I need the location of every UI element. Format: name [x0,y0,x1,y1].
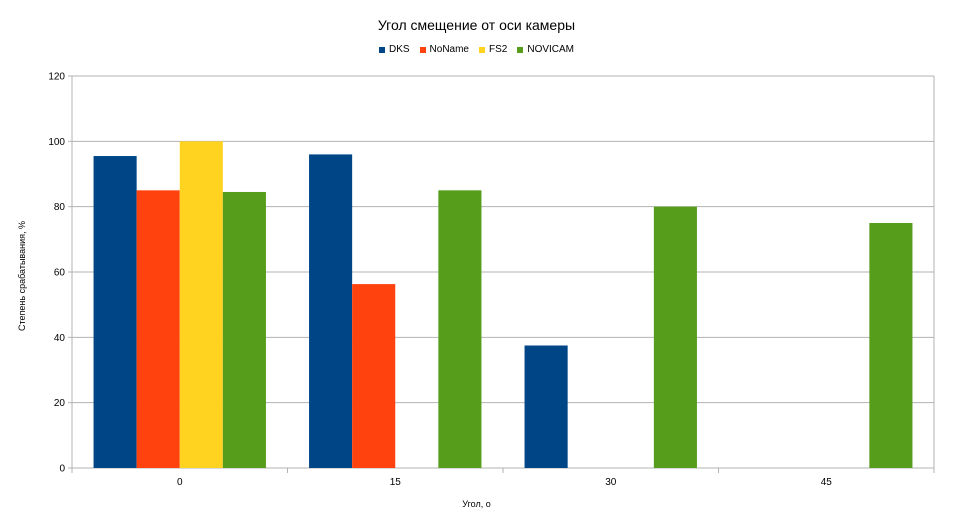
y-axis-label: Степень срабатывания, % [17,221,27,331]
bar-dks-0 [93,156,137,469]
bar-novicam-0 [222,191,266,468]
y-tick-label-40: 40 [54,333,66,344]
y-tick-label-0: 0 [59,464,65,475]
bar-noname-0 [136,190,180,469]
legend-swatch-novicam [517,46,524,53]
bar-noname-15 [352,284,396,468]
y-tick-label-100: 100 [48,137,65,148]
legend-item-noname: NoName [419,44,469,55]
x-tick-label-45: 45 [821,477,833,488]
legend-item-novicam: NOVICAM [517,44,574,55]
bar-novicam-45 [869,223,913,468]
legend-item-fs2: FS2 [479,44,507,55]
x-tick-label-15: 15 [390,477,402,488]
x-axis-label: Угол, о [462,499,491,509]
legend-label-noname: NoName [429,44,469,55]
legend-label-novicam: NOVICAM [527,44,575,55]
y-tick-label-20: 20 [54,398,66,409]
legend-label-dks: DKS [388,44,410,55]
bar-novicam-15 [438,190,482,469]
legend-swatch-noname [419,46,426,53]
bar-fs2-0 [179,141,223,469]
legend-item-dks: DKS [378,44,410,55]
y-tick-label-120: 120 [48,72,65,83]
x-tick-label-0: 0 [177,477,183,488]
y-tick-label-80: 80 [54,202,66,213]
bar-novicam-30 [653,206,697,468]
chart-title: Угол смещение от оси камеры [377,17,576,33]
bar-dks-15 [309,154,353,468]
x-tick-label-30: 30 [605,477,617,488]
legend-label-fs2: FS2 [489,44,508,55]
legend-swatch-dks [378,46,385,53]
legend-swatch-fs2 [479,46,485,53]
chart-legend: DKS NoName FS2 NOVICAM [0,44,953,55]
bar-dks-30 [524,345,568,468]
y-tick-label-60: 60 [54,268,66,279]
